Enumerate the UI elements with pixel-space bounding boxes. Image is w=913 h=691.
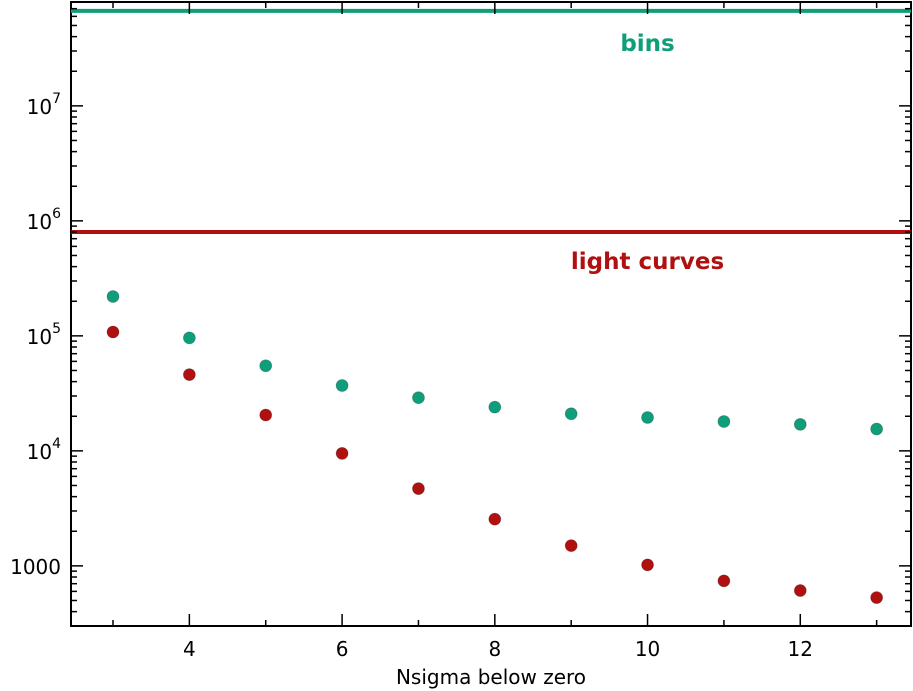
x-axis-ticks: 4 6 8 10 12 <box>112 2 878 661</box>
series-0-point <box>412 391 425 405</box>
series-0-point <box>335 379 349 392</box>
reference-lines: bins light curves <box>71 8 911 275</box>
light-curves-label: light curves <box>571 249 724 275</box>
y-tick-label: 106 <box>27 206 61 234</box>
bins-label: bins <box>620 31 674 57</box>
series-0-point <box>106 290 120 303</box>
y-tick-label: 107 <box>27 91 61 119</box>
series-1-point <box>259 408 273 422</box>
data-points <box>106 290 884 604</box>
x-tick-label: 6 <box>336 637 349 661</box>
y-tick-label: 104 <box>27 436 61 464</box>
x-axis-label: Nsigma below zero <box>396 665 586 689</box>
x-tick-label: 12 <box>788 637 813 661</box>
x-tick-label: 4 <box>183 637 196 661</box>
series-0-point <box>793 417 807 431</box>
series-1-point <box>641 558 654 572</box>
series-1-point <box>488 512 502 526</box>
y-tick-label: 1000 <box>10 555 61 579</box>
series-0-point <box>259 359 273 373</box>
series-0-point <box>870 422 884 436</box>
series-0-point <box>488 400 502 414</box>
series-0-point <box>641 411 654 424</box>
series-1-point <box>412 482 425 495</box>
plot-frame <box>70 1 912 627</box>
y-axis-ticks: 1000 104 105 106 107 <box>10 1 911 627</box>
series-1-point <box>793 584 807 597</box>
series-1-point <box>564 539 578 553</box>
series-1-point <box>717 574 731 588</box>
series-0-point <box>182 331 196 345</box>
series-1-point <box>870 591 884 604</box>
series-0-point <box>717 415 731 428</box>
y-tick-label: 105 <box>27 321 61 349</box>
x-tick-label: 10 <box>635 637 660 661</box>
x-tick-label: 8 <box>488 637 501 661</box>
series-1-point <box>106 325 120 339</box>
series-1-point <box>182 368 196 382</box>
series-0-point <box>564 407 578 421</box>
series-1-point <box>335 447 349 460</box>
